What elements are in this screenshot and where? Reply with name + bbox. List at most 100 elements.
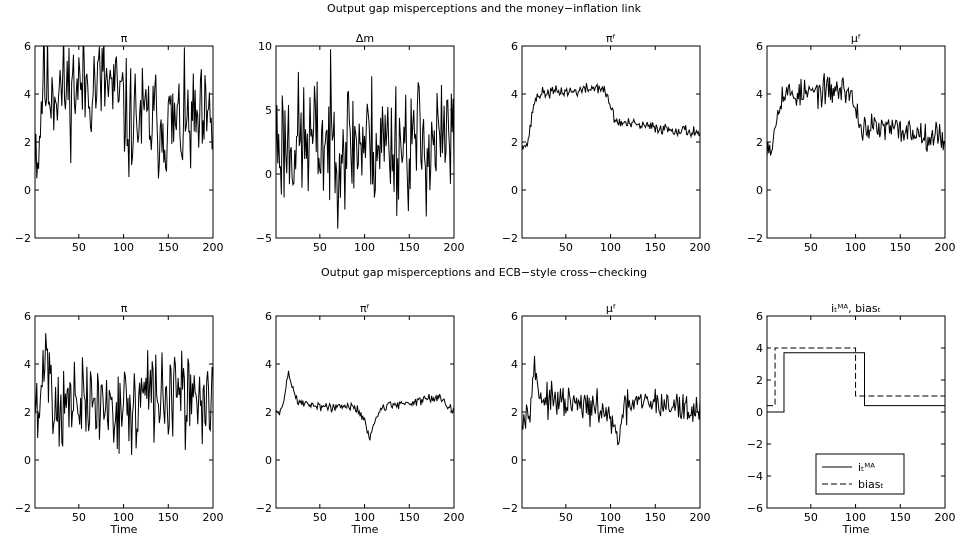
y-tick-label: 4 <box>756 342 763 355</box>
y-tick-label: 0 <box>511 184 518 197</box>
x-tick-label: 200 <box>935 241 956 254</box>
y-tick-label: 4 <box>24 88 31 101</box>
subplot-title: μᶠ <box>606 302 616 315</box>
subplot-2: Δm 50 100 150 200 −5 0 5 10 <box>256 32 465 254</box>
y-tick-label: −2 <box>747 232 763 245</box>
y-tick-label: 2 <box>265 406 272 419</box>
x-tick-label: 100 <box>845 241 866 254</box>
x-tick-label: 50 <box>72 241 86 254</box>
y-tick-label: 0 <box>24 184 31 197</box>
y-tick-label: 0 <box>756 406 763 419</box>
x-axis-label: Time <box>597 523 625 536</box>
y-tick-label: 6 <box>511 310 518 323</box>
series-line-1 <box>35 333 213 455</box>
y-tick-label: 2 <box>756 136 763 149</box>
y-tick-label: 2 <box>756 374 763 387</box>
subplot-6: πᶠ 50 100 150 200 −2 0 2 4 6 Time <box>256 302 465 536</box>
x-tick-label: 150 <box>645 241 666 254</box>
y-tick-label: 0 <box>511 454 518 467</box>
legend: iₜᴹᴬ biasₜ <box>815 453 905 495</box>
x-tick-label: 100 <box>113 241 134 254</box>
x-tick-label: 200 <box>690 241 711 254</box>
x-tick-label: 150 <box>158 511 179 524</box>
y-tick-label: −2 <box>15 232 31 245</box>
y-tick-label: 6 <box>756 40 763 53</box>
x-tick-label: 150 <box>645 511 666 524</box>
plot-frame <box>521 45 701 239</box>
series-line-1 <box>276 49 454 229</box>
subplot-8: iₜᴹᴬ, biasₜ 50 100 150 200 −6 −4 −2 0 2 4 6 Time iₜᴹᴬ… <box>747 302 956 536</box>
x-tick-label: 200 <box>935 511 956 524</box>
x-tick-label: 50 <box>559 241 573 254</box>
subplot-title: iₜᴹᴬ, biasₜ <box>831 302 881 315</box>
subplot-4: μᶠ 50 100 150 200 −2 0 2 4 6 <box>747 32 956 254</box>
x-tick-label: 50 <box>72 511 86 524</box>
x-tick-label: 100 <box>845 511 866 524</box>
y-tick-label: 2 <box>511 136 518 149</box>
y-tick-label: 2 <box>511 406 518 419</box>
x-tick-label: 200 <box>203 511 224 524</box>
y-tick-label: −6 <box>747 502 763 515</box>
y-tick-label: 2 <box>24 136 31 149</box>
x-tick-label: 200 <box>690 511 711 524</box>
x-tick-label: 150 <box>158 241 179 254</box>
series-line-1 <box>522 355 700 446</box>
x-tick-label: 50 <box>559 511 573 524</box>
y-tick-label: −2 <box>502 502 518 515</box>
series-line-1 <box>35 46 213 179</box>
y-tick-label: 0 <box>756 184 763 197</box>
y-tick-label: −2 <box>256 502 272 515</box>
subplot-title: π <box>121 302 128 315</box>
legend-box <box>815 453 905 495</box>
top-row-heading: Output gap misperceptions and the money−… <box>327 2 641 15</box>
x-tick-label: 100 <box>113 511 134 524</box>
subplot-5: π 50 100 150 200 −2 0 2 4 6 Time <box>15 302 224 536</box>
y-tick-label: 0 <box>265 168 272 181</box>
x-tick-label: 100 <box>354 241 375 254</box>
x-tick-label: 150 <box>399 241 420 254</box>
y-tick-label: 0 <box>24 454 31 467</box>
subplot-title: Δm <box>356 32 374 45</box>
y-tick-label: −5 <box>256 232 272 245</box>
x-tick-label: 50 <box>804 241 818 254</box>
x-axis-label: Time <box>842 523 870 536</box>
y-tick-label: 5 <box>265 104 272 117</box>
y-tick-label: 4 <box>24 358 31 371</box>
subplot-1: π 50 100 150 200 −2 0 2 4 6 <box>15 32 224 254</box>
y-tick-label: −2 <box>502 232 518 245</box>
x-tick-label: 100 <box>600 241 621 254</box>
y-tick-label: −2 <box>747 438 763 451</box>
subplot-3: πᶠ 50 100 150 200 −2 0 2 4 6 <box>502 32 711 254</box>
plot-frame <box>275 315 455 509</box>
y-tick-label: 4 <box>756 88 763 101</box>
y-tick-label: 2 <box>24 406 31 419</box>
x-tick-label: 200 <box>444 511 465 524</box>
series-line-1 <box>767 352 945 413</box>
x-tick-label: 150 <box>890 241 911 254</box>
x-axis-label: Time <box>351 523 379 536</box>
y-tick-label: 4 <box>265 358 272 371</box>
y-tick-label: −4 <box>747 470 763 483</box>
subplot-title: πᶠ <box>360 302 370 315</box>
y-tick-label: 6 <box>265 310 272 323</box>
subplot-title: π <box>121 32 128 45</box>
x-tick-label: 100 <box>600 511 621 524</box>
y-tick-label: 4 <box>511 358 518 371</box>
series-line-1 <box>276 370 454 441</box>
x-tick-label: 150 <box>399 511 420 524</box>
x-tick-label: 50 <box>313 511 327 524</box>
y-tick-label: 0 <box>265 454 272 467</box>
x-tick-label: 200 <box>444 241 465 254</box>
x-tick-label: 200 <box>203 241 224 254</box>
bottom-row-heading: Output gap misperceptions and ECB−style … <box>321 266 647 279</box>
x-tick-label: 150 <box>890 511 911 524</box>
series-line-1 <box>522 82 700 150</box>
y-tick-label: 10 <box>258 40 272 53</box>
y-tick-label: 6 <box>511 40 518 53</box>
subplot-7: μᶠ 50 100 150 200 −2 0 2 4 6 Time <box>502 302 711 536</box>
legend-label: iₜᴹᴬ <box>858 461 875 474</box>
y-tick-label: −2 <box>15 502 31 515</box>
x-tick-label: 50 <box>313 241 327 254</box>
y-tick-label: 6 <box>24 310 31 323</box>
